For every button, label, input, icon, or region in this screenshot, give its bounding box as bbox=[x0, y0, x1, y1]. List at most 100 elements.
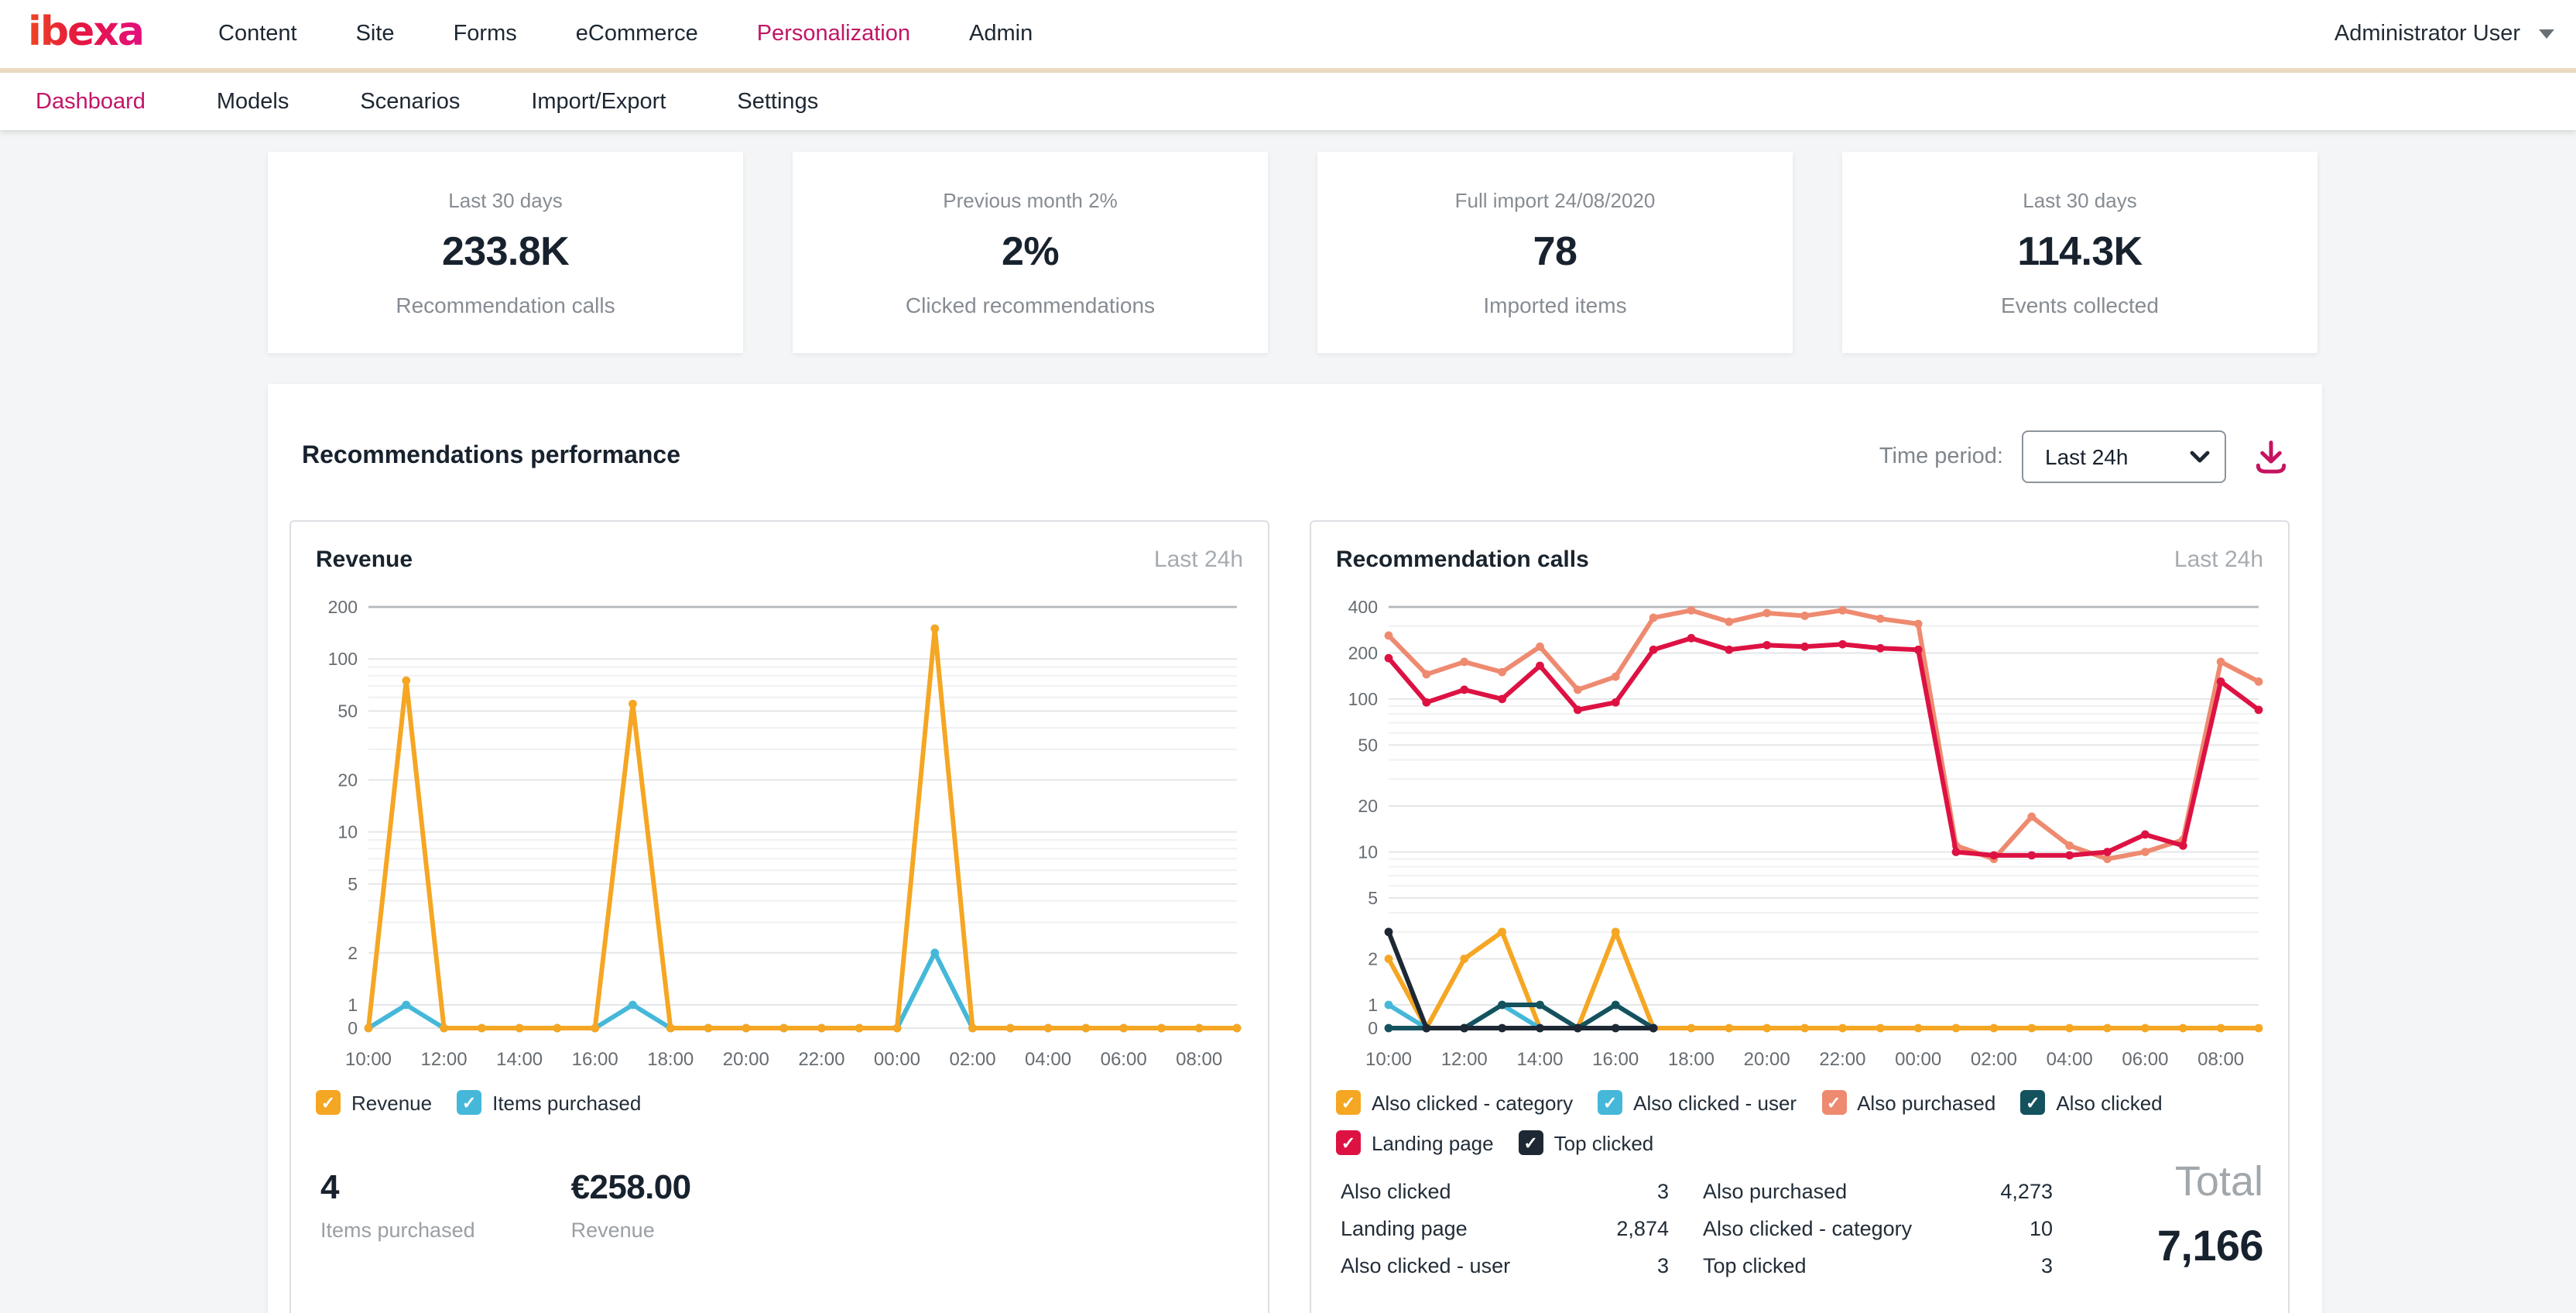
svg-text:20:00: 20:00 bbox=[723, 1049, 769, 1070]
svg-text:ibexa: ibexa bbox=[28, 8, 143, 54]
svg-text:10: 10 bbox=[337, 822, 358, 842]
legend-checkbox[interactable]: ✓ bbox=[1336, 1130, 1361, 1155]
revenue-panel-title: Revenue bbox=[316, 547, 413, 573]
primary-nav-item[interactable]: Admin bbox=[940, 22, 1062, 46]
stat-card-value: 233.8K bbox=[441, 227, 570, 273]
stat-card-metric: Recommendation calls bbox=[396, 292, 615, 317]
legend-item[interactable]: ✓ Landing page bbox=[1336, 1130, 1494, 1155]
primary-nav-item-label: Admin bbox=[969, 22, 1033, 46]
legend-item[interactable]: ✓ Items purchased bbox=[457, 1090, 641, 1115]
svg-text:12:00: 12:00 bbox=[421, 1049, 468, 1070]
time-period-label: Time period: bbox=[1879, 444, 2003, 469]
legend-checkbox[interactable]: ✓ bbox=[1821, 1090, 1847, 1115]
totals-row-value: 3 bbox=[1656, 1254, 1669, 1277]
totals-row: Also clicked - category 10 bbox=[1703, 1217, 2053, 1240]
legend-label: Items purchased bbox=[492, 1091, 642, 1114]
svg-text:22:00: 22:00 bbox=[1819, 1049, 1865, 1070]
primary-nav-item[interactable]: Forms bbox=[424, 22, 546, 46]
primary-nav-item[interactable]: eCommerce bbox=[546, 22, 728, 46]
totals-row: Landing page 2,874 bbox=[1341, 1217, 1669, 1240]
svg-text:08:00: 08:00 bbox=[2197, 1049, 2244, 1070]
totals-row-label: Also clicked - category bbox=[1703, 1217, 1913, 1240]
user-name: Administrator User bbox=[2334, 22, 2520, 46]
download-button[interactable] bbox=[2251, 437, 2291, 477]
primary-nav-item[interactable]: Personalization bbox=[728, 22, 940, 46]
svg-text:10:00: 10:00 bbox=[1365, 1049, 1412, 1070]
legend-checkbox[interactable]: ✓ bbox=[1336, 1090, 1361, 1115]
legend-label: Also purchased bbox=[1857, 1091, 1996, 1114]
legend-item[interactable]: ✓ Also purchased bbox=[1821, 1090, 1995, 1115]
legend-checkbox[interactable]: ✓ bbox=[1518, 1130, 1543, 1155]
svg-text:06:00: 06:00 bbox=[2122, 1049, 2168, 1070]
totals-row-label: Also purchased bbox=[1703, 1180, 1848, 1203]
ibexa-logo[interactable]: ibexa bbox=[25, 5, 167, 63]
page-content: Last 30 days 233.8K Recommendation calls… bbox=[0, 130, 2576, 1313]
legend-item[interactable]: ✓ Also clicked - category bbox=[1336, 1090, 1573, 1115]
secondary-nav-item-label: Dashboard bbox=[36, 89, 146, 114]
summary-block: 4 Items purchased bbox=[320, 1167, 475, 1242]
revenue-legend: ✓ Revenue ✓ Items purchased bbox=[316, 1090, 1243, 1115]
calls-legend-row2: ✓ Landing page ✓ Top clicked bbox=[1336, 1130, 2263, 1155]
legend-checkbox[interactable]: ✓ bbox=[2020, 1090, 2046, 1115]
legend-item[interactable]: ✓ Revenue bbox=[316, 1090, 432, 1115]
secondary-nav-item[interactable]: Settings bbox=[701, 89, 854, 114]
secondary-nav-item[interactable]: Models bbox=[181, 89, 325, 114]
grand-total: Total 7,166 bbox=[2156, 1158, 2264, 1277]
legend-label: Landing page bbox=[1372, 1131, 1494, 1154]
stat-card: Last 30 days 233.8K Recommendation calls bbox=[268, 152, 743, 353]
secondary-nav-item[interactable]: Scenarios bbox=[324, 89, 495, 114]
legend-label: Revenue bbox=[351, 1091, 433, 1114]
svg-text:5: 5 bbox=[1368, 888, 1378, 908]
legend-item[interactable]: ✓ Also clicked bbox=[2020, 1090, 2163, 1115]
svg-text:04:00: 04:00 bbox=[1025, 1049, 1071, 1070]
legend-checkbox[interactable]: ✓ bbox=[457, 1090, 482, 1115]
primary-nav-item-label: Personalization bbox=[756, 22, 911, 46]
svg-text:1: 1 bbox=[1368, 995, 1378, 1015]
svg-text:18:00: 18:00 bbox=[647, 1049, 694, 1070]
primary-nav-item-label: Forms bbox=[453, 22, 517, 46]
svg-text:2: 2 bbox=[348, 943, 358, 963]
totals-table: Also clicked 3 Landing page 2,874 Also c… bbox=[1341, 1180, 2053, 1277]
svg-text:0: 0 bbox=[348, 1018, 358, 1038]
secondary-nav-item-label: Models bbox=[216, 89, 289, 114]
secondary-nav: Dashboard Models Scenarios Import/Export Set… bbox=[0, 73, 2576, 130]
svg-text:12:00: 12:00 bbox=[1441, 1049, 1488, 1070]
totals-row: Also clicked - user 3 bbox=[1341, 1254, 1669, 1277]
legend-checkbox[interactable]: ✓ bbox=[1598, 1090, 1623, 1115]
grand-total-value: 7,166 bbox=[2156, 1222, 2264, 1270]
svg-text:02:00: 02:00 bbox=[1971, 1049, 2017, 1070]
stat-card-period: Last 30 days bbox=[2023, 188, 2137, 211]
svg-text:100: 100 bbox=[328, 649, 358, 669]
legend-checkbox[interactable]: ✓ bbox=[316, 1090, 341, 1115]
calls-totals-section: Also clicked 3 Landing page 2,874 Also c… bbox=[1336, 1158, 2264, 1277]
performance-controls: Time period: Last 24h bbox=[1879, 430, 2291, 483]
calls-legend-row1: ✓ Also clicked - category ✓ Also clicked… bbox=[1336, 1090, 2263, 1115]
totals-row-label: Top clicked bbox=[1703, 1254, 1807, 1277]
summary-label: Revenue bbox=[570, 1219, 655, 1242]
svg-text:0: 0 bbox=[1368, 1018, 1378, 1038]
totals-row: Also clicked 3 bbox=[1341, 1180, 1669, 1203]
legend-item[interactable]: ✓ Top clicked bbox=[1518, 1130, 1654, 1155]
stat-card-metric: Clicked recommendations bbox=[905, 292, 1156, 317]
svg-text:50: 50 bbox=[1358, 735, 1378, 755]
secondary-nav-item[interactable]: Dashboard bbox=[0, 89, 181, 114]
legend-item[interactable]: ✓ Also clicked - user bbox=[1598, 1090, 1797, 1115]
chart-panels: Revenue Last 24h 200 100 50 20 10 5 2 1 0 10:00 12… bbox=[268, 483, 2322, 1313]
user-menu[interactable]: Administrator User bbox=[2334, 22, 2554, 46]
legend-label: Top clicked bbox=[1553, 1131, 1654, 1154]
stat-card-period: Previous month 2% bbox=[943, 188, 1118, 211]
stat-card-period: Last 30 days bbox=[448, 188, 563, 211]
svg-text:20: 20 bbox=[337, 770, 358, 790]
stat-card-metric: Imported items bbox=[1483, 292, 1627, 317]
secondary-nav-item[interactable]: Import/Export bbox=[495, 89, 701, 114]
totals-row-value: 3 bbox=[1656, 1180, 1669, 1203]
stat-card-period: Full import 24/08/2020 bbox=[1454, 188, 1656, 211]
revenue-panel-range: Last 24h bbox=[1153, 547, 1243, 573]
totals-row-label: Also clicked - user bbox=[1341, 1254, 1511, 1277]
totals-row-value: 2,874 bbox=[1616, 1217, 1669, 1240]
primary-nav-item[interactable]: Site bbox=[327, 22, 424, 46]
time-period-select[interactable]: Last 24h bbox=[2022, 430, 2226, 483]
summary-value: €258.00 bbox=[570, 1167, 691, 1206]
primary-nav-item[interactable]: Content bbox=[189, 22, 327, 46]
